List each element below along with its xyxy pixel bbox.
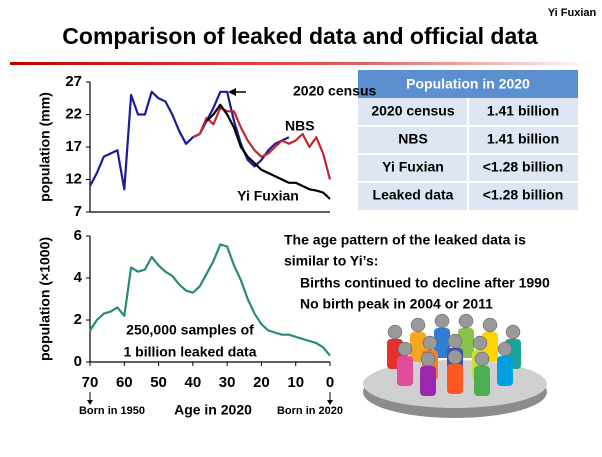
born-arrowhead	[87, 400, 93, 405]
note-line: similar to Yi’s:	[284, 253, 378, 269]
y-axis-label: population (mm)	[37, 92, 53, 202]
person-body	[434, 328, 450, 358]
person-head	[458, 313, 474, 329]
table-header: Population in 2020	[406, 76, 530, 92]
person-body	[474, 366, 490, 396]
y-tick-label: 0	[74, 353, 82, 370]
annotation: 250,000 samples of	[126, 322, 254, 338]
person-head	[447, 333, 463, 349]
person-head	[482, 317, 498, 333]
y-tick-label: 12	[65, 170, 82, 187]
person-head	[434, 313, 450, 329]
annotation: Born in 1950	[79, 405, 145, 417]
y-tick-label: 6	[74, 227, 82, 244]
series-label: NBS	[285, 118, 315, 134]
person-body	[420, 366, 436, 396]
table-cell: 1.41 billion	[487, 131, 559, 147]
y-tick-label: 17	[65, 138, 82, 155]
table-cell: <1.28 billion	[483, 187, 564, 203]
person-body	[497, 356, 513, 386]
annotation: Born in 2020	[277, 405, 343, 417]
y-tick-label: 2	[74, 311, 82, 328]
data-line	[89, 243, 331, 357]
note-bullet: No birth peak in 2004 or 2011	[300, 296, 493, 312]
table-cell: Yi Fuxian	[382, 159, 444, 175]
x-tick-label: 60	[116, 374, 133, 391]
person-head	[420, 351, 436, 367]
person-head	[387, 324, 403, 340]
person-head	[447, 349, 463, 365]
person-head	[397, 341, 413, 357]
x-tick-label: 0	[326, 374, 334, 391]
data-line	[205, 103, 331, 200]
table-cell: Leaked data	[373, 187, 454, 203]
y-tick-label: 22	[65, 105, 82, 122]
people-icon	[363, 313, 547, 418]
person-head	[474, 351, 490, 367]
annotation: 1 billion leaked data	[123, 344, 256, 360]
person-head	[497, 341, 513, 357]
y-tick-label: 4	[74, 269, 83, 286]
person-body	[397, 356, 413, 386]
series-label: Yi Fuxian	[237, 188, 299, 204]
x-tick-label: 20	[253, 374, 270, 391]
table-cell: 2020 census	[371, 103, 454, 119]
person-head	[472, 335, 488, 351]
annotation-arrowhead	[228, 88, 236, 96]
x-tick-label: 30	[219, 374, 236, 391]
title-rule	[10, 62, 595, 65]
person-head	[410, 317, 426, 333]
table-cell: NBS	[398, 131, 428, 147]
data-line	[192, 106, 332, 180]
table-cell: 1.41 billion	[487, 103, 559, 119]
title: Comparison of leaked data and official d…	[62, 23, 538, 49]
note-line: The age pattern of the leaked data is	[284, 232, 526, 248]
series-label: 2020 census	[293, 83, 376, 99]
x-tick-label: 40	[185, 374, 202, 391]
y-tick-label: 7	[74, 203, 82, 220]
x-tick-label: 70	[82, 374, 99, 391]
table-header-bg	[358, 70, 578, 98]
x-tick-label: 10	[287, 374, 304, 391]
born-arrowhead	[327, 400, 333, 405]
y-tick-label: 27	[65, 73, 82, 90]
note-bullet: Births continued to decline after 1990	[300, 275, 550, 291]
y-axis-label: population (×1000)	[37, 237, 53, 361]
person-head	[505, 324, 521, 340]
person-head	[422, 335, 438, 351]
author: Yi Fuxian	[548, 7, 597, 19]
x-axis-label: Age in 2020	[174, 402, 252, 418]
person-body	[447, 364, 463, 394]
table-cell: <1.28 billion	[483, 159, 564, 175]
table: Population in 2020	[358, 70, 578, 210]
x-tick-label: 50	[150, 374, 167, 391]
